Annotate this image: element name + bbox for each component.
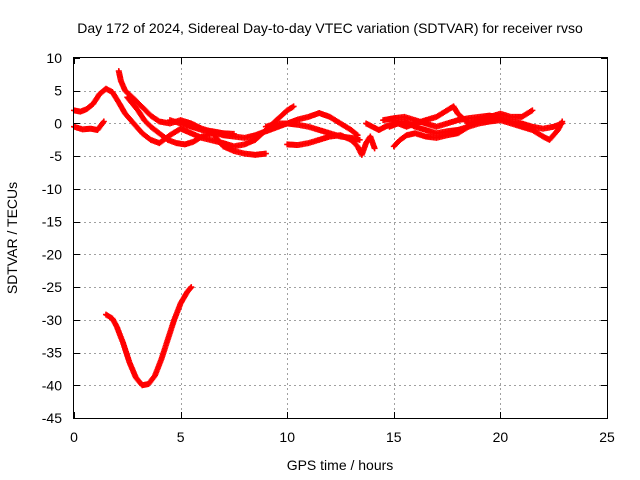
y-tick-label: -45 (42, 410, 62, 426)
data-point (371, 145, 378, 152)
series-track-2 (71, 118, 107, 133)
y-tick-label: 10 (46, 50, 62, 66)
series-track-10 (386, 103, 536, 130)
y-tick-label: -40 (42, 377, 62, 393)
plot-frame (73, 57, 608, 419)
y-tick-label: -30 (42, 312, 62, 328)
axis-ticks (74, 58, 608, 419)
data-point (529, 107, 536, 114)
data-point (100, 118, 107, 125)
data-point (559, 118, 566, 125)
y-tick-label: -5 (50, 148, 63, 164)
x-tick-label: 25 (599, 429, 615, 445)
y-tick-label: -10 (42, 181, 62, 197)
data-point (465, 123, 472, 130)
series-track-11 (363, 118, 472, 137)
series-track-5 (166, 117, 237, 137)
x-tick-label: 10 (279, 429, 295, 445)
tick-labels: 0 5 10 15 20 25 -45 -40 -35 -30 -25 -20 -15 -10 -5 0 5 10 (42, 50, 615, 445)
x-axis-label: GPS time / hours (287, 457, 394, 473)
y-tick-label: -15 (42, 214, 62, 230)
y-tick-label: 0 (54, 115, 62, 131)
chart-title: Day 172 of 2024, Sidereal Day-to-day VTE… (77, 20, 583, 36)
data-point (262, 150, 269, 157)
y-axis-label: SDTVAR / TECUs (4, 182, 20, 294)
y-tick-label: 5 (54, 83, 62, 99)
y-tick-label: -35 (42, 345, 62, 361)
data-point (230, 130, 237, 137)
data-points (71, 68, 566, 389)
data-point (356, 136, 363, 143)
data-point (290, 103, 297, 110)
x-tick-label: 20 (493, 429, 509, 445)
x-tick-label: 15 (386, 429, 402, 445)
series-track-7 (284, 132, 378, 158)
x-tick-label: 0 (70, 429, 78, 445)
x-tick-label: 5 (177, 429, 185, 445)
series-track-1 (71, 85, 297, 150)
data-point (187, 285, 194, 292)
series-track-12 (102, 284, 195, 389)
y-tick-label: -25 (42, 279, 62, 295)
data-point (188, 284, 195, 291)
y-tick-label: -20 (42, 246, 62, 262)
